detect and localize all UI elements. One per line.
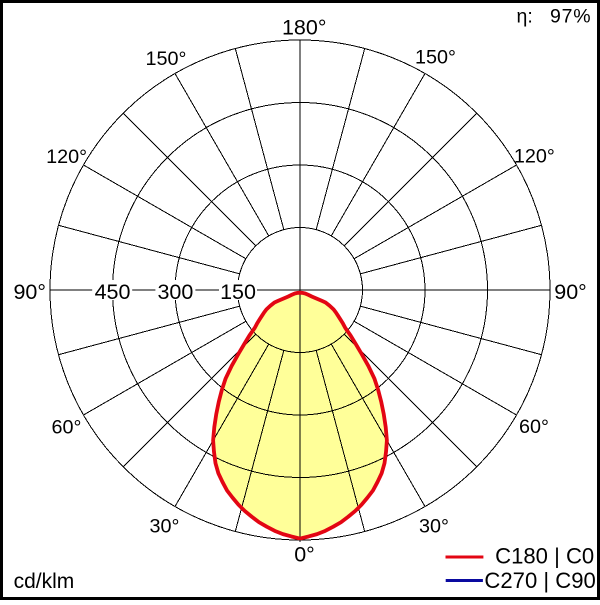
svg-text:120°: 120°	[46, 146, 87, 168]
svg-text:30°: 30°	[150, 516, 180, 538]
svg-text:450: 450	[95, 280, 131, 304]
svg-text:90°: 90°	[13, 280, 46, 304]
svg-text:60°: 60°	[51, 416, 81, 438]
svg-text:97%: 97%	[550, 6, 591, 28]
svg-text:60°: 60°	[519, 416, 549, 438]
svg-text:η:: η:	[517, 6, 533, 28]
svg-text:120°: 120°	[514, 145, 555, 167]
svg-text:150°: 150°	[415, 47, 456, 69]
svg-text:C180 | C0: C180 | C0	[495, 543, 594, 568]
svg-text:300: 300	[157, 280, 193, 304]
svg-text:90°: 90°	[554, 280, 587, 304]
svg-text:30°: 30°	[419, 516, 449, 538]
svg-text:0°: 0°	[294, 543, 315, 567]
svg-text:C270 | C90: C270 | C90	[484, 568, 595, 593]
svg-text:cd/klm: cd/klm	[14, 570, 75, 593]
svg-text:150°: 150°	[145, 48, 186, 70]
svg-text:150: 150	[220, 280, 256, 304]
svg-text:180°: 180°	[282, 16, 326, 40]
